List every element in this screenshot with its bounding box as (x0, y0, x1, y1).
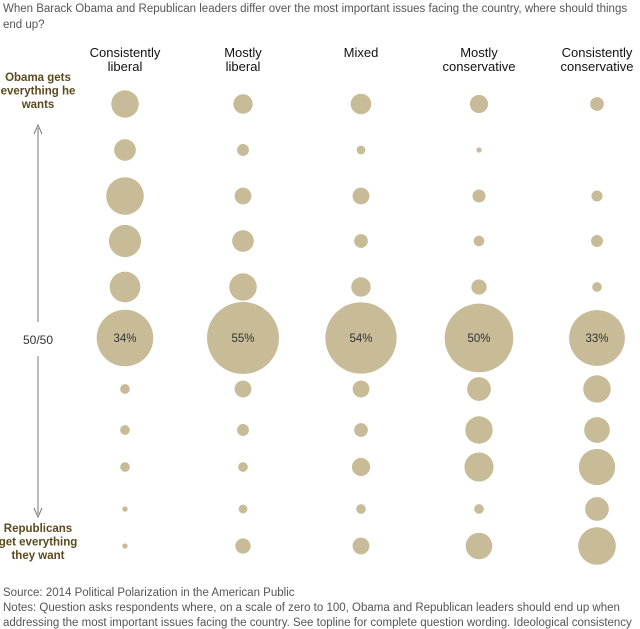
bubble-consistently-liberal-30 (120, 425, 130, 435)
bubble-mixed-90 (356, 145, 366, 155)
bubble-consistently-conservative-20 (578, 448, 616, 486)
bubble-consistently-conservative-30 (584, 417, 610, 443)
bubble-consistently-conservative-10 (585, 497, 609, 521)
notes-line-2: addressing the most important issues fac… (3, 617, 632, 629)
bubble-mostly-liberal-100 (233, 94, 253, 114)
bubble-label-consistently-liberal: 34% (113, 333, 136, 345)
y-axis-middle-label: 50/50 (23, 333, 53, 347)
bubble-mostly-conservative-0 (465, 532, 493, 560)
arrow-up-icon (33, 123, 43, 135)
column-header-5: Consistently conservative (561, 45, 634, 74)
bubble-mixed-80 (352, 187, 370, 205)
column-header-3: Mixed (344, 45, 379, 60)
bubble-label-mostly-liberal: 55% (231, 333, 254, 345)
bubble-label-mostly-conservative: 50% (467, 333, 490, 345)
y-axis-bottom-label: Republicans get everything they want (0, 523, 77, 562)
y-axis-top-label: Obama gets everything he wants (1, 72, 76, 111)
bubble-mostly-liberal-10 (238, 504, 248, 514)
bubble-label-mixed: 54% (349, 333, 372, 345)
bubble-mostly-liberal-20 (238, 462, 248, 472)
bubble-mostly-liberal-70 (232, 230, 254, 252)
bubble-mostly-conservative-10 (474, 504, 484, 514)
bubble-mostly-liberal-40 (234, 380, 252, 398)
bubble-mixed-30 (354, 423, 368, 437)
bubble-consistently-conservative-80 (591, 190, 603, 202)
bubble-consistently-liberal-60 (109, 271, 141, 303)
bubble-consistently-conservative-0 (578, 527, 616, 565)
bubble-consistently-conservative-70 (591, 235, 603, 247)
bubble-mixed-40 (352, 380, 370, 398)
bubble-consistently-liberal-20 (120, 462, 130, 472)
bubble-mostly-conservative-60 (471, 279, 487, 295)
arrow-down-icon (33, 507, 43, 519)
bubble-mostly-liberal-50 (207, 302, 279, 374)
bubble-mostly-conservative-20 (464, 452, 494, 482)
column-header-1: Consistently liberal (90, 45, 161, 74)
bubble-consistently-conservative-100 (590, 97, 604, 111)
bubble-mostly-conservative-50 (444, 303, 514, 373)
bubble-mixed-10 (356, 504, 366, 514)
bubble-consistently-liberal-90 (114, 139, 136, 161)
bubble-mostly-liberal-0 (235, 538, 251, 554)
bubble-mixed-20 (351, 457, 371, 477)
source-note: Source: 2014 Political Polarization in t… (3, 587, 295, 599)
question-title: When Barack Obama and Republican leaders… (3, 3, 628, 31)
bubble-mostly-conservative-100 (469, 94, 489, 114)
bubble-consistently-liberal-0 (122, 543, 128, 549)
bubble-mostly-conservative-80 (472, 189, 486, 203)
bubble-consistently-liberal-50 (96, 309, 154, 367)
bubble-consistently-conservative-60 (592, 282, 602, 292)
bubble-mixed-60 (351, 277, 371, 297)
bubble-consistently-conservative-40 (583, 375, 611, 403)
bubble-consistently-liberal-40 (120, 384, 130, 394)
bubble-mostly-conservative-90 (476, 147, 482, 153)
bubble-mostly-conservative-70 (473, 235, 485, 247)
bubble-mostly-conservative-40 (467, 377, 491, 401)
column-header-4: Mostly conservative (443, 45, 516, 74)
notes-line-1: Notes: Question asks respondents where, … (3, 602, 620, 614)
bubble-mostly-liberal-90 (237, 144, 249, 156)
bubble-consistently-liberal-100 (111, 90, 139, 118)
bubble-mixed-50 (325, 302, 397, 374)
bubble-mixed-70 (354, 234, 368, 248)
bubble-mixed-100 (350, 93, 372, 115)
bubble-consistently-liberal-80 (106, 177, 144, 215)
bubble-mostly-liberal-60 (229, 273, 257, 301)
bubble-mostly-conservative-30 (465, 416, 493, 444)
bubble-label-consistently-conservative: 33% (585, 333, 608, 345)
bubble-consistently-liberal-70 (108, 224, 142, 258)
bubble-consistently-conservative-50 (569, 310, 625, 366)
column-header-2: Mostly liberal (224, 45, 262, 74)
bubble-mostly-liberal-80 (234, 187, 252, 205)
bubble-mixed-0 (352, 537, 370, 555)
bubble-mostly-liberal-30 (237, 424, 249, 436)
bubble-consistently-liberal-10 (122, 506, 128, 512)
bubble-chart: Consistently liberal Mostly liberal Mixed Mos… (0, 45, 634, 565)
